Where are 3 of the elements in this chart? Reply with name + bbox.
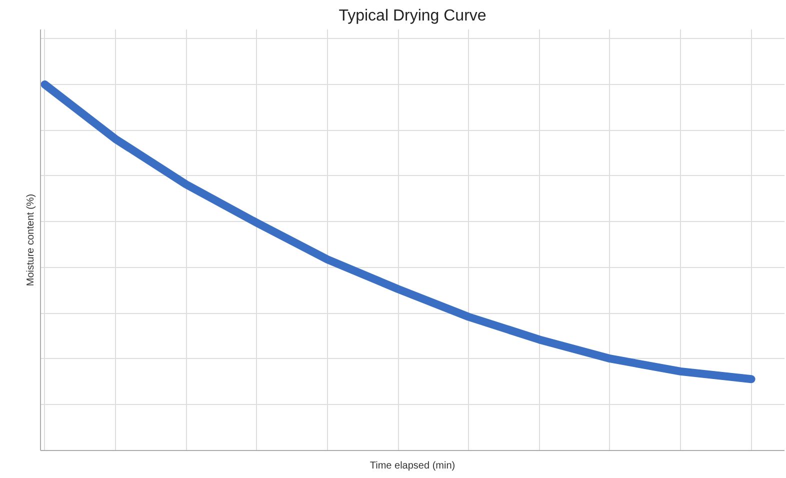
- x-axis-title: Time elapsed (min): [370, 460, 456, 472]
- chart-title: Typical Drying Curve: [338, 8, 486, 24]
- y-axis-title: Moisture content (%): [26, 194, 36, 286]
